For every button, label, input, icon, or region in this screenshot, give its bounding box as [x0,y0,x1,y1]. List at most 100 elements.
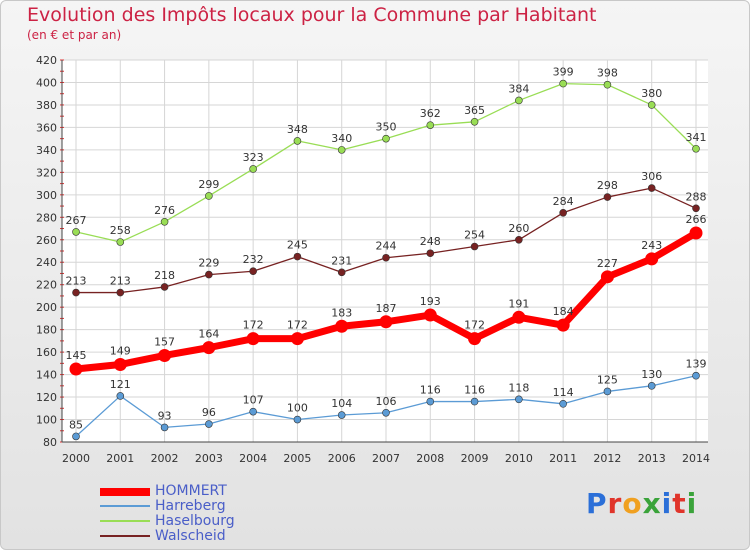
data-label-haselbourg: 398 [597,67,618,80]
x-tick-label: 2013 [638,452,666,465]
data-label-hommert: 266 [686,213,707,226]
data-label-haselbourg: 348 [287,123,308,136]
legend-swatch-walscheid [100,535,150,537]
legend-label-haselbourg: Haselbourg [155,513,235,529]
data-point-haselbourg [382,134,390,143]
y-tick-label: 340 [36,144,57,157]
data-point-hommert [645,252,659,266]
data-label-walscheid: 231 [331,254,352,267]
y-tick-label: 320 [36,166,57,179]
data-point-hommert [600,270,614,284]
data-label-hommert: 187 [376,302,397,315]
data-point-haselbourg [293,137,302,145]
data-label-walscheid: 213 [66,275,87,288]
data-point-harreberg [426,397,435,406]
data-point-walscheid [337,268,346,277]
y-tick-label: 160 [36,346,57,359]
x-tick-label: 2014 [682,452,710,465]
data-point-harreberg [205,420,213,428]
data-point-walscheid [116,288,125,297]
data-point-walscheid [205,270,213,279]
x-tick-label: 2003 [195,452,223,465]
data-label-harreberg: 118 [508,381,529,394]
data-point-walscheid [249,267,257,276]
data-point-haselbourg [160,217,169,226]
data-point-harreberg [559,399,567,408]
data-point-harreberg [293,415,302,424]
data-point-haselbourg [426,121,435,129]
data-point-walscheid [426,249,435,258]
data-label-harreberg: 116 [420,384,441,397]
y-tick-label: 360 [36,121,57,134]
data-point-harreberg [116,392,125,400]
data-label-hommert: 191 [508,297,529,310]
data-label-haselbourg: 362 [420,107,441,120]
data-label-harreberg: 93 [158,409,172,422]
data-label-harreberg: 121 [110,378,131,391]
data-label-hommert: 227 [597,257,618,270]
y-tick-label: 140 [36,369,57,382]
logo-letter: i [661,487,673,520]
data-label-harreberg: 100 [287,402,308,415]
data-label-harreberg: 85 [69,418,83,431]
y-tick-label: 280 [36,211,57,224]
data-label-harreberg: 106 [376,395,397,408]
chart-subtitle: (en € et par an) [27,28,122,42]
legend-item-hommert: HOMMERT [100,483,400,499]
legend-swatch-haselbourg [100,520,150,522]
data-point-hommert [689,226,703,240]
y-tick-label: 220 [36,279,57,292]
data-point-harreberg [72,432,80,441]
legend-item-harreberg: Harreberg [100,498,400,514]
data-point-haselbourg [205,192,213,200]
data-point-hommert [113,357,127,371]
data-label-hommert: 145 [66,349,87,362]
y-tick-label: 200 [36,301,57,314]
legend-swatch-harreberg [100,505,150,507]
data-point-walscheid [382,253,390,262]
data-label-haselbourg: 380 [641,87,662,100]
data-point-hommert [202,341,216,355]
y-tick-label: 300 [36,189,57,202]
data-label-harreberg: 96 [202,406,216,419]
y-tick-label: 380 [36,99,57,112]
data-label-harreberg: 125 [597,373,618,386]
data-label-walscheid: 213 [110,275,131,288]
data-point-hommert [512,310,526,324]
data-point-harreberg [647,382,656,390]
legend-item-walscheid: Walscheid [100,528,400,544]
plot-area [62,60,708,442]
data-point-haselbourg [116,238,125,246]
data-point-haselbourg [470,117,479,126]
data-point-walscheid [603,193,612,201]
data-label-hommert: 184 [553,305,574,318]
x-tick-label: 2000 [62,452,90,465]
data-point-walscheid [692,204,700,213]
data-point-walscheid [160,283,169,291]
data-point-walscheid [559,209,567,217]
x-tick-label: 2006 [328,452,356,465]
x-tick-label: 2004 [239,452,267,465]
data-label-harreberg: 107 [243,394,264,407]
data-label-walscheid: 284 [553,195,574,208]
data-label-walscheid: 229 [198,257,219,270]
logo-letter: r [607,487,623,520]
x-tick-label: 2009 [461,452,489,465]
logo-letter: x [642,487,662,520]
data-label-walscheid: 298 [597,179,618,192]
data-point-harreberg [692,371,700,380]
logo-letter: o [622,487,643,520]
data-label-haselbourg: 350 [376,121,397,134]
legend: HOMMERT Harreberg Haselbourg Walscheid [100,483,400,544]
legend-label-walscheid: Walscheid [155,528,226,544]
data-label-haselbourg: 258 [110,224,131,237]
data-point-hommert [335,319,349,333]
x-tick-label: 2012 [593,452,621,465]
data-point-harreberg [603,387,612,396]
y-tick-label: 120 [36,391,57,404]
x-tick-label: 2010 [505,452,533,465]
data-label-hommert: 172 [464,319,485,332]
data-point-harreberg [337,411,346,419]
data-label-walscheid: 306 [641,170,662,183]
